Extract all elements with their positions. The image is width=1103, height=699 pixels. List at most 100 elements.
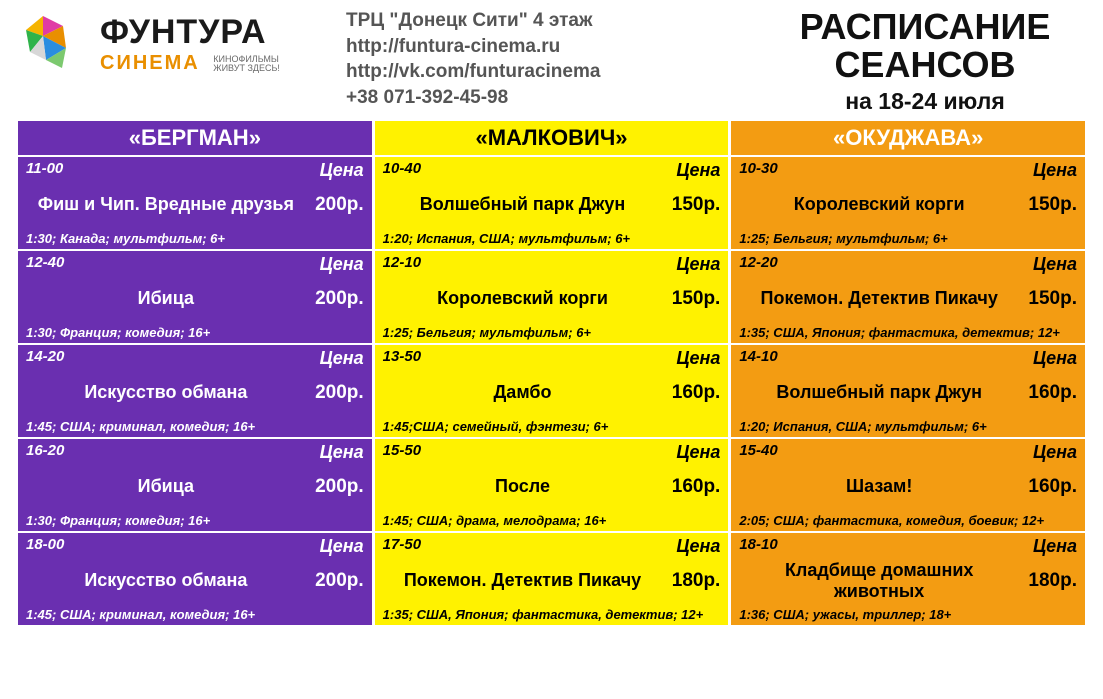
session-cell: 11-00 Цена Фиш и Чип. Вредные друзья200р. 1… [18,155,372,249]
session-price: 150р. [662,194,720,216]
session-meta: 1:45; США; криминал, комедия; 16+ [26,419,364,434]
session-price: 160р. [662,476,720,498]
brand-line-1: ФУНТУРА [100,13,280,52]
price-label: Цена [320,160,364,181]
price-label: Цена [320,442,364,463]
price-label: Цена [676,160,720,181]
session-meta: 1:35; США, Япония; фантастика, детектив;… [739,325,1077,340]
session-price: 200р. [306,382,364,404]
session-meta: 1:45;США; семейный, фэнтези; 6+ [383,419,721,434]
price-label: Цена [320,536,364,557]
session-meta: 1:20; Испания, США; мультфильм; 6+ [383,231,721,246]
price-label: Цена [1033,254,1077,275]
address-block: ТРЦ "Донецк Сити" 4 этаж http://funtura-… [346,8,737,111]
price-label: Цена [1033,160,1077,181]
session-price: 200р. [306,194,364,216]
address-line: ТРЦ "Донецк Сити" 4 этаж [346,8,737,34]
session-price: 150р. [1019,288,1077,310]
title-line-2: СЕАНСОВ [765,46,1085,84]
price-label: Цена [676,536,720,557]
session-time: 12-40 [26,254,64,275]
logo: ФУНТУРА СИНЕМА КИНОФИЛЬМЫ ЖИВУТ ЗДЕСЬ! [18,8,318,80]
session-meta: 1:25; Бельгия; мультфильм; 6+ [739,231,1077,246]
session-price: 150р. [1019,194,1077,216]
session-meta: 1:30; Канада; мультфильм; 6+ [26,231,364,246]
session-price: 200р. [306,288,364,310]
movie-title: Искусство обмана [26,382,306,403]
session-time: 10-30 [739,160,777,181]
tagline-2: ЖИВУТ ЗДЕСЬ! [213,63,280,73]
logo-text: ФУНТУРА СИНЕМА КИНОФИЛЬМЫ ЖИВУТ ЗДЕСЬ! [100,13,280,75]
price-label: Цена [320,348,364,369]
session-time: 18-10 [739,536,777,557]
session-time: 12-10 [383,254,421,275]
movie-title: Ибица [26,288,306,309]
header-row: ФУНТУРА СИНЕМА КИНОФИЛЬМЫ ЖИВУТ ЗДЕСЬ! Т… [0,0,1103,121]
session-cell: 18-00 Цена Искусство обмана200р. 1:45; США;… [18,531,372,625]
session-meta: 2:05; США; фантастика, комедия, боевик; … [739,513,1077,528]
price-label: Цена [1033,442,1077,463]
hall-column: «МАЛКОВИЧ»10-40ЦенаВолшебный парк Джун15… [375,121,729,625]
session-cell: 14-20ЦенаИскусство обмана200р.1:45; США;… [18,343,372,437]
session-meta: 1:25; Бельгия; мультфильм; 6+ [383,325,721,340]
session-cell: 14-10 Цена Волшебный парк Джун160р. 1:20; И… [731,343,1085,437]
price-label: Цена [1033,348,1077,369]
session-time: 13-50 [383,348,421,369]
price-label: Цена [676,348,720,369]
session-price: 150р. [662,288,720,310]
hall-header: «БЕРГМАН» [18,121,372,155]
session-price: 160р. [1019,382,1077,404]
movie-title: Волшебный парк Джун [739,382,1019,403]
session-price: 200р. [306,570,364,592]
movie-title: Фиш и Чип. Вредные друзья [26,194,306,215]
movie-title: Королевский корги [383,288,663,309]
schedule-grid: «БЕРГМАН» 11-00 Цена Фиш и Чип. Вредные дру… [0,121,1103,635]
session-time: 18-00 [26,536,64,557]
session-meta: 1:45; США; драма, мелодрама; 16+ [383,513,721,528]
brand-line-2: СИНЕМА КИНОФИЛЬМЫ ЖИВУТ ЗДЕСЬ! [100,52,280,75]
session-meta: 1:45; США; криминал, комедия; 16+ [26,607,364,622]
movie-title: Искусство обмана [26,570,306,591]
movie-title: Королевский корги [739,194,1019,215]
hall-header: «МАЛКОВИЧ» [375,121,729,155]
session-time: 14-10 [739,348,777,369]
hall-column: «БЕРГМАН» 11-00 Цена Фиш и Чип. Вредные дру… [18,121,372,625]
session-cell: 13-50 Цена Дамбо160р. 1:45;США; семейный, ф… [375,343,729,437]
session-cell: 12-10ЦенаКоролевский корги150р.1:25; Бел… [375,249,729,343]
hall-header: «ОКУДЖАВА» [731,121,1085,155]
session-time: 15-40 [739,442,777,463]
session-time: 12-20 [739,254,777,275]
session-price: 180р. [1019,570,1077,592]
session-time: 15-50 [383,442,421,463]
session-price: 160р. [1019,476,1077,498]
movie-title: Покемон. Детектив Пикачу [739,288,1019,309]
address-line: http://vk.com/funturacinema [346,59,737,85]
movie-title: Волшебный парк Джун [383,194,663,215]
movie-title: После [383,476,663,497]
session-meta: 1:20; Испания, США; мультфильм; 6+ [739,419,1077,434]
price-label: Цена [1033,536,1077,557]
movie-title: Ибица [26,476,306,497]
session-cell: 15-40ЦенаШазам!160р.2:05; США; фантастик… [731,437,1085,531]
session-time: 10-40 [383,160,421,181]
session-cell: 16-20 Цена Ибица200р. 1:30; Франция; комеди… [18,437,372,531]
movie-title: Дамбо [383,382,663,403]
session-meta: 1:30; Франция; комедия; 16+ [26,513,364,528]
session-meta: 1:35; США, Япония; фантастика, детектив;… [383,607,721,622]
price-label: Цена [320,254,364,275]
session-price: 160р. [662,382,720,404]
session-cell: 10-40 Цена Волшебный парк Джун150р. 1:20; И… [375,155,729,249]
session-cell: 12-20 Цена Покемон. Детектив Пикачу150р. 1:… [731,249,1085,343]
address-line: http://funtura-cinema.ru [346,34,737,60]
session-time: 11-00 [26,160,63,181]
session-price: 180р. [662,570,720,592]
session-cell: 15-50 Цена После160р. 1:45; США; драма, мел… [375,437,729,531]
session-time: 16-20 [26,442,64,463]
movie-title: Кладбище домашних животных [739,560,1019,602]
session-time: 17-50 [383,536,421,557]
session-price: 200р. [306,476,364,498]
price-label: Цена [676,442,720,463]
session-meta: 1:36; США; ужасы, триллер; 18+ [739,607,1077,622]
movie-title: Покемон. Детектив Пикачу [383,570,663,591]
page-title: РАСПИСАНИЕ СЕАНСОВ на 18-24 июля [765,8,1085,115]
